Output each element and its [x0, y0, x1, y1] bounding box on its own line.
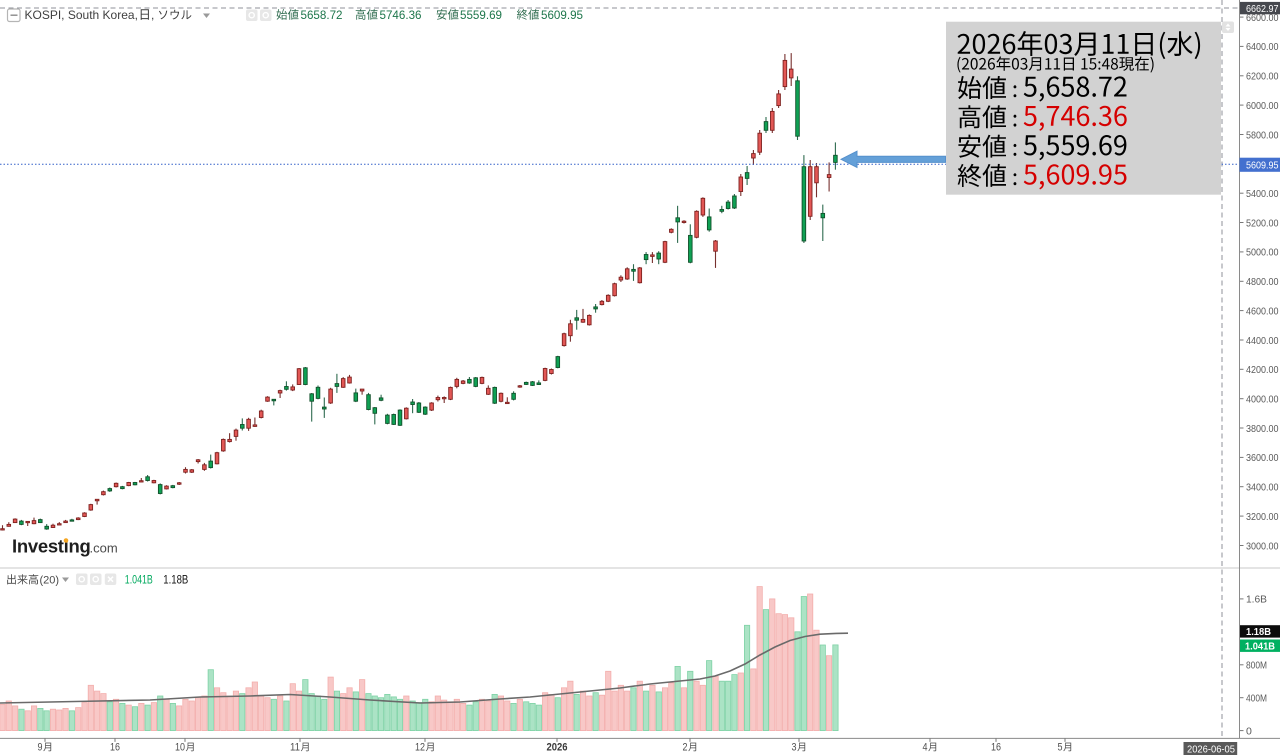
svg-text:4400.00: 4400.00: [1246, 335, 1279, 347]
svg-text:16: 16: [110, 742, 120, 754]
svg-text:1.041B: 1.041B: [1245, 640, 1275, 652]
svg-text:5400.00: 5400.00: [1246, 188, 1279, 200]
svg-text:3000.00: 3000.00: [1246, 540, 1279, 552]
svg-text:12: 12: [415, 742, 425, 754]
svg-text:5800.00: 5800.00: [1246, 129, 1279, 141]
svg-text:400M: 400M: [1246, 693, 1267, 705]
svg-text:2026-06-05: 2026-06-05: [1187, 743, 1235, 755]
svg-text:1.6B: 1.6B: [1246, 594, 1267, 606]
svg-text:4000.00: 4000.00: [1246, 394, 1279, 406]
svg-text:1.041B: 1.041B: [125, 575, 153, 587]
svg-text:3600.00: 3600.00: [1246, 452, 1279, 464]
svg-text:3400.00: 3400.00: [1246, 482, 1279, 494]
svg-text:9: 9: [38, 742, 43, 754]
svg-text:5000.00: 5000.00: [1246, 247, 1279, 259]
svg-text:2: 2: [683, 742, 688, 754]
svg-text:4200.00: 4200.00: [1246, 364, 1279, 376]
svg-text:4: 4: [923, 742, 928, 754]
svg-text:KOSPI, South Korea,: KOSPI, South Korea,: [25, 8, 138, 22]
svg-text:5559.69: 5559.69: [460, 8, 502, 22]
svg-text:Investıng: Investıng: [12, 536, 91, 557]
svg-text:5658.72: 5658.72: [301, 8, 343, 22]
svg-text:(20): (20): [40, 575, 60, 587]
svg-text:3800.00: 3800.00: [1246, 423, 1279, 435]
svg-text:6662.97: 6662.97: [1246, 3, 1279, 15]
svg-text:800M: 800M: [1246, 660, 1267, 672]
svg-text:3: 3: [792, 742, 797, 754]
svg-text:6600.00: 6600.00: [1246, 12, 1279, 24]
svg-text:6400.00: 6400.00: [1246, 41, 1279, 53]
svg-text:5: 5: [1058, 742, 1063, 754]
svg-text:6000.00: 6000.00: [1246, 100, 1279, 112]
svg-text:5200.00: 5200.00: [1246, 217, 1279, 229]
svg-text:5609.95: 5609.95: [1246, 159, 1279, 171]
svg-text:3200.00: 3200.00: [1246, 511, 1279, 523]
svg-text:,: ,: [151, 8, 154, 22]
svg-text:10: 10: [175, 742, 185, 754]
svg-text:11: 11: [290, 742, 300, 754]
svg-text:16: 16: [991, 742, 1001, 754]
svg-text:5609.95: 5609.95: [541, 8, 583, 22]
svg-text:0: 0: [1246, 725, 1252, 737]
svg-text:1.18B: 1.18B: [1246, 626, 1271, 638]
svg-text:4600.00: 4600.00: [1246, 305, 1279, 317]
svg-text:1.18B: 1.18B: [163, 575, 188, 587]
svg-text:.com: .com: [90, 541, 118, 556]
svg-text:4800.00: 4800.00: [1246, 276, 1279, 288]
svg-text:6200.00: 6200.00: [1246, 71, 1279, 83]
svg-text:5746.36: 5746.36: [380, 8, 422, 22]
svg-text:2026: 2026: [547, 742, 568, 754]
